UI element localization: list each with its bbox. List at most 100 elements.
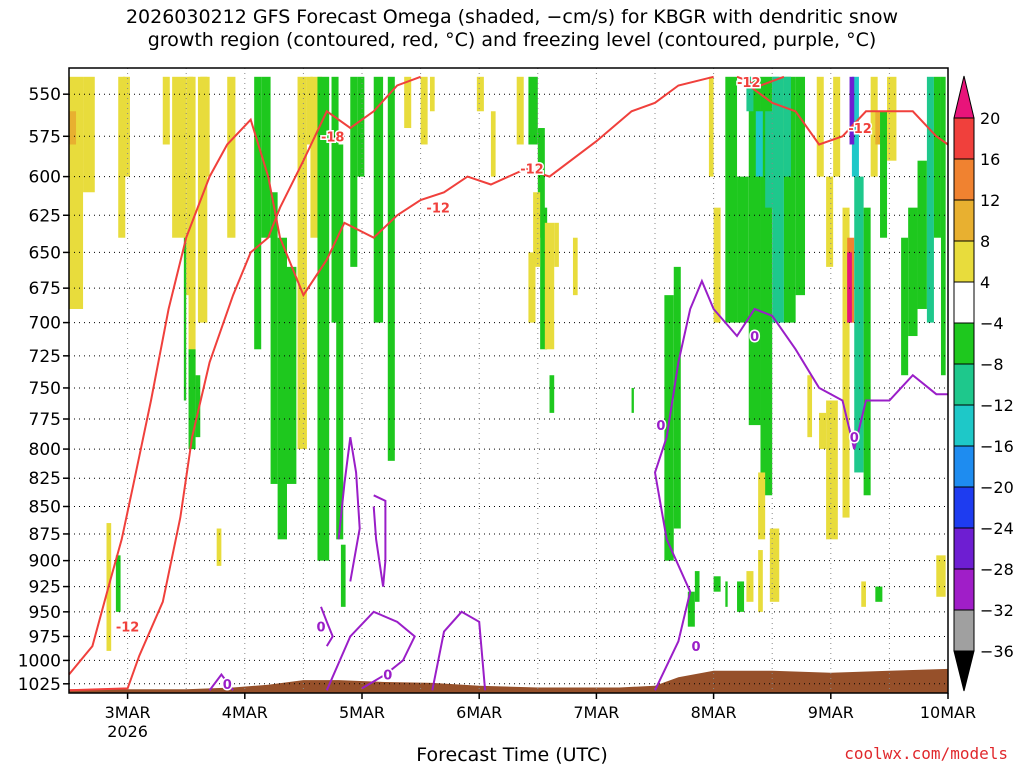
omega-cell-18 (261, 76, 271, 238)
omega-cell-15 (188, 349, 196, 450)
omega-cell-55 (760, 76, 773, 496)
omega-cell-34 (420, 76, 428, 145)
omega-cell-19 (270, 192, 278, 484)
freezing-label-2: 0 (656, 419, 665, 434)
y-tick-label-13: 875 (29, 525, 61, 545)
credit-text: coolwx.com/models (844, 744, 1008, 763)
colorbar-swatch-12 (953, 117, 975, 160)
omega-cell-17 (254, 76, 262, 350)
omega-cell-99 (936, 555, 946, 597)
omega-cell-53 (737, 176, 749, 323)
freezing-label-4: 0 (750, 330, 759, 345)
x-axis-title: Forecast Time (UTC) (416, 744, 608, 766)
omega-cell-8 (197, 76, 208, 323)
dgz-contour-3 (736, 75, 785, 87)
omega-cell-40 (528, 76, 538, 145)
omega-cell-48 (631, 387, 634, 413)
x-tick-label-7: 10MAR (920, 703, 976, 722)
omega-cell-4 (162, 76, 170, 145)
dgz-contour-1 (68, 75, 421, 692)
y-tick-label-10: 800 (29, 440, 61, 460)
colorbar-swatch-10 (953, 199, 975, 242)
y-tick-label-3: 625 (29, 206, 61, 226)
freezing-contour-1 (325, 610, 416, 691)
colorbar-swatch-9 (953, 240, 975, 283)
omega-cell-28 (350, 76, 358, 267)
omega-cell-45 (554, 222, 559, 267)
omega-cell-56 (772, 76, 784, 323)
omega-cell-57 (783, 76, 796, 323)
omega-cell-13 (115, 555, 121, 612)
x-tick-label-4: 7MAR (573, 703, 619, 722)
freezing-contour-6 (653, 278, 948, 691)
colorbar-swatch-7 (953, 322, 975, 365)
colorbar-label-3: 8 (980, 232, 990, 251)
omega-cell-78 (826, 400, 838, 540)
colorbar-label-7: −12 (980, 396, 1014, 415)
contour-layer: -18 -12 -12 -12 -12 -12 0 0 0 0 0 0 0 (68, 75, 949, 694)
dgz-label-3: -12 (520, 163, 544, 178)
terrain-fill (69, 668, 948, 693)
grid-layer (69, 68, 948, 693)
freezing-contour-4 (372, 494, 387, 587)
x-tick-label-0: 3MAR (105, 703, 151, 722)
omega-cell-75 (819, 412, 827, 450)
omega-cell-63 (783, 76, 791, 177)
terrain-layer (69, 668, 948, 693)
omega-cell-91 (901, 237, 909, 376)
omega-cell-1 (83, 76, 95, 193)
y-tick-label-18: 1000 (18, 651, 61, 671)
freezing-contour-5 (431, 610, 487, 691)
colorbar-under-arrow (953, 650, 975, 692)
omega-cell-39 (528, 252, 536, 323)
omega-cell-82 (847, 252, 852, 323)
y-tick-label-11: 825 (29, 469, 61, 489)
freezing-contour-2 (320, 606, 334, 647)
omega-cell-11 (69, 111, 77, 145)
dgz-label-1: -12 (426, 202, 450, 217)
colorbar-swatch-2 (953, 527, 975, 570)
colorbar-label-2: 12 (980, 191, 1000, 210)
y-tick-label-15: 925 (29, 578, 61, 598)
chart-title-line1: 2026030212 GFS Forecast Omega (shaded, −… (125, 6, 899, 28)
omega-cell-22 (297, 76, 307, 450)
omega-cell-31 (387, 76, 395, 461)
omega-cell-98 (875, 586, 883, 602)
omega-cell-67 (713, 576, 721, 592)
omega-cell-85 (854, 176, 864, 473)
omega-cell-84 (849, 76, 855, 145)
colorbar-swatch-0 (953, 609, 975, 652)
omega-cell-68 (725, 581, 728, 607)
omega-cell-87 (870, 76, 878, 177)
omega-cell-95 (933, 76, 941, 238)
colorbar-label-6: −8 (980, 355, 1004, 374)
omega-cell-58 (795, 76, 806, 296)
colorbar-label-4: 4 (980, 273, 990, 292)
omega-cell-64 (713, 207, 721, 323)
y-tick-label-1: 575 (29, 127, 61, 147)
omega-cell-42 (540, 207, 548, 350)
omega-cell-83 (851, 76, 859, 177)
y-tick-label-2: 600 (29, 168, 61, 188)
y-tick-label-4: 650 (29, 243, 61, 263)
colorbar-label-9: −20 (980, 478, 1014, 497)
colorbar-label-11: −28 (980, 560, 1014, 579)
x-tick-label-2: 5MAR (339, 703, 385, 722)
omega-cell-47 (549, 375, 555, 413)
omega-cell-52 (725, 76, 738, 323)
omega-cell-79 (833, 76, 841, 177)
omega-cell-5 (172, 76, 187, 238)
omega-shading-layer (69, 76, 946, 651)
colorbar-label-1: 16 (980, 150, 1000, 169)
colorbar-over-arrow (953, 75, 975, 119)
omega-cell-92 (908, 207, 918, 337)
colorbar-swatch-6 (953, 363, 975, 406)
omega-cell-89 (880, 111, 888, 238)
omega-cell-38 (516, 76, 524, 145)
freezing-label-0: 0 (316, 621, 325, 636)
freezing-contour-0 (208, 672, 234, 691)
omega-cell-66 (687, 591, 695, 627)
omega-cell-16 (195, 375, 201, 438)
dgz-contour-2 (748, 84, 949, 146)
omega-cell-35 (429, 76, 435, 112)
